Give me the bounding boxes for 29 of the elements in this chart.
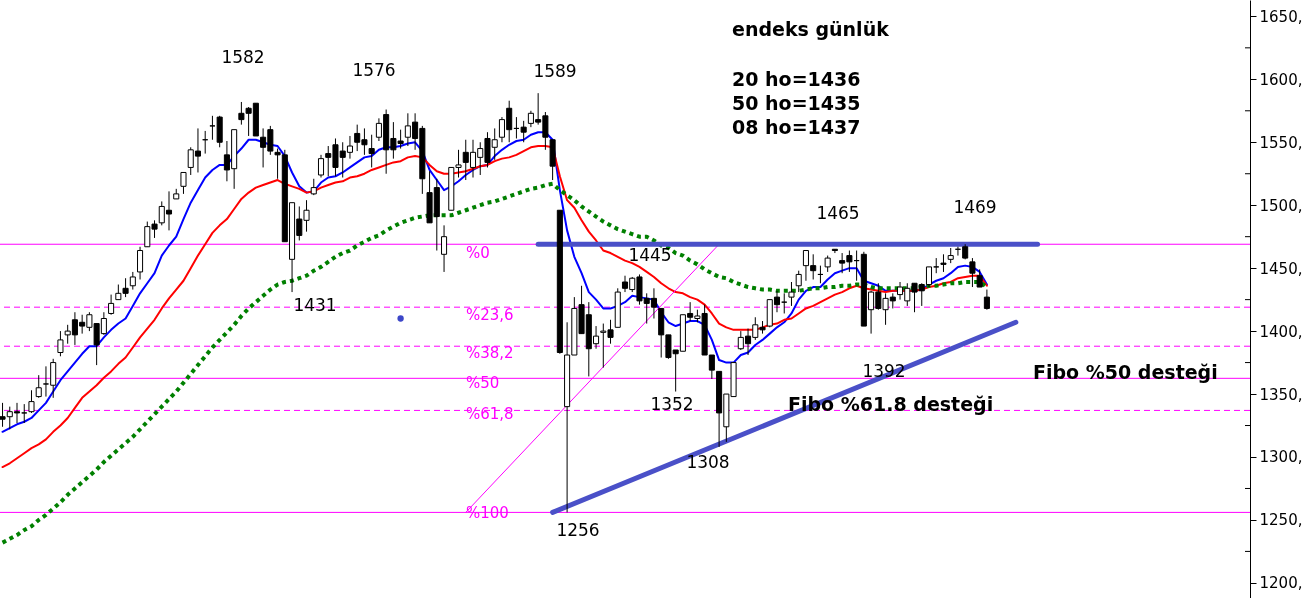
y-tick-label: 1300, — [1259, 448, 1303, 467]
y-tick-label: 1250, — [1259, 511, 1303, 530]
y-tick-label: 1350, — [1259, 385, 1303, 404]
annotation: 08 ho=1437 — [732, 116, 861, 138]
annotation: 1576 — [352, 60, 396, 80]
y-tick-label: 1650, — [1259, 7, 1303, 26]
annotation: 1352 — [650, 394, 694, 414]
annotation: %23,6 — [466, 306, 514, 324]
y-tick-label: 1550, — [1259, 133, 1303, 152]
y-tick-label: 1600, — [1259, 70, 1303, 89]
y-tick-label: 1400, — [1259, 322, 1303, 341]
annotation: %61,8 — [466, 405, 514, 423]
annotation: 1465 — [816, 203, 860, 223]
annotation: 1469 — [953, 197, 997, 217]
y-tick-label: 1500, — [1259, 196, 1303, 215]
annotation: 1445 — [628, 245, 672, 265]
y-tick-label: 1450, — [1259, 259, 1303, 278]
text: endeks günlük — [732, 18, 890, 40]
y-tick-label: 1200, — [1259, 574, 1303, 593]
annotation: %0 — [466, 244, 490, 262]
annotation: 1256 — [556, 520, 600, 540]
annotation: %38,2 — [466, 344, 514, 362]
annotation: %50 — [466, 374, 500, 392]
annotation: 1589 — [533, 61, 577, 81]
annotation: 1582 — [221, 47, 265, 67]
annotation: 1308 — [686, 452, 730, 472]
annotation: 20 ho=1436 — [732, 68, 861, 90]
annotation: 50 ho=1435 — [732, 92, 861, 114]
annotation: Fibo %50 desteği — [1033, 361, 1218, 383]
